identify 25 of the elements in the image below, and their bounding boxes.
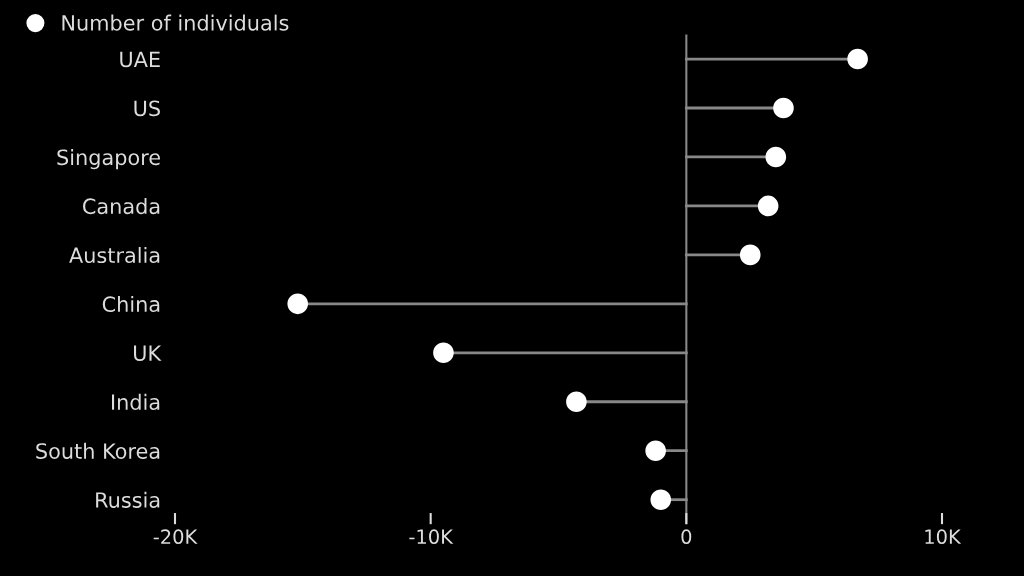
x-tick-label: -10K [409, 529, 454, 545]
x-tick-label: 0 [681, 529, 692, 545]
y-tick-label: UAE [120, 51, 160, 68]
y-tick-label: Australia [69, 246, 160, 264]
legend-label: Number of individuals [62, 14, 289, 31]
point [566, 391, 587, 413]
y-tick-label: South Korea [36, 442, 160, 459]
y-tick-label: US [134, 100, 160, 117]
y-tick-label: Russia [96, 491, 160, 508]
y-tick-label: China [102, 295, 160, 313]
y-tick-label: Singapore [57, 149, 160, 170]
point [847, 48, 868, 70]
point [757, 195, 779, 217]
point [739, 244, 761, 266]
y-tick-label: UK [134, 345, 162, 362]
x-tick-label: -20K [153, 529, 198, 545]
x-tick-label: 10K [925, 529, 962, 545]
point [433, 342, 454, 364]
point [773, 97, 794, 119]
point [287, 293, 309, 315]
point [650, 489, 672, 510]
point [765, 146, 787, 168]
y-tick-label: India [112, 393, 160, 410]
point [645, 440, 666, 462]
y-tick-label: Canada [83, 198, 160, 215]
